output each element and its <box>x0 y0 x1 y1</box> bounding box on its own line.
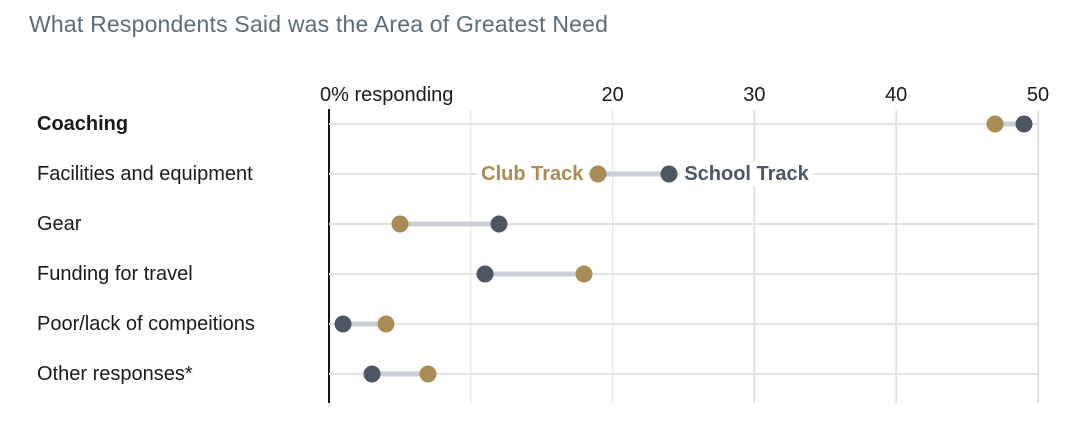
x-axis-zero-label: 0% responding <box>320 84 454 106</box>
category-label: Facilities and equipment <box>37 163 253 185</box>
school-track-dot <box>490 215 508 233</box>
row-gridline <box>329 223 1038 225</box>
legend-label-club-track: Club Track <box>477 162 588 186</box>
legend-label-school-track: School Track <box>680 162 813 186</box>
y-axis-line <box>328 109 330 403</box>
school-track-dot <box>660 165 678 183</box>
x-gridline <box>1037 110 1039 403</box>
club-track-dot <box>986 115 1004 133</box>
club-track-dot <box>391 215 409 233</box>
plot-area: 0% responding 20 30 40 50 Club Track School T… <box>320 0 1049 422</box>
row-gridline <box>329 123 1038 125</box>
dumbbell-connector <box>399 221 500 227</box>
category-label: Other responses* <box>37 363 193 385</box>
club-track-dot <box>419 365 437 383</box>
x-gridline <box>470 110 472 403</box>
x-tick-label: 50 <box>1026 84 1050 106</box>
chart-title: What Respondents Said was the Area of Gr… <box>29 11 609 37</box>
dumbbell-connector <box>484 271 585 277</box>
school-track-dot <box>1015 115 1033 133</box>
row-gridline <box>329 323 1038 325</box>
x-tick-label: 40 <box>885 84 908 106</box>
dumbbell-connector <box>371 371 429 377</box>
school-track-dot <box>476 265 494 283</box>
dumbbell-connector <box>598 171 670 177</box>
category-label: Poor/lack of compeitions <box>37 313 255 335</box>
school-track-dot <box>363 365 381 383</box>
category-label: Coaching <box>37 113 129 135</box>
club-track-dot <box>575 265 593 283</box>
category-label: Funding for travel <box>37 263 193 285</box>
club-track-dot <box>589 165 607 183</box>
x-tick-label: 30 <box>743 84 766 106</box>
x-gridline <box>753 110 756 403</box>
x-tick-label: 20 <box>601 84 624 106</box>
dumbbell-connector <box>343 321 386 327</box>
row-gridline <box>329 273 1038 275</box>
school-track-dot <box>334 315 352 333</box>
club-track-dot <box>377 315 395 333</box>
x-gridline <box>895 110 897 403</box>
category-label: Gear <box>37 213 82 235</box>
dumbbell-connector <box>995 121 1024 127</box>
row-gridline <box>329 373 1038 375</box>
x-gridline <box>611 110 614 403</box>
